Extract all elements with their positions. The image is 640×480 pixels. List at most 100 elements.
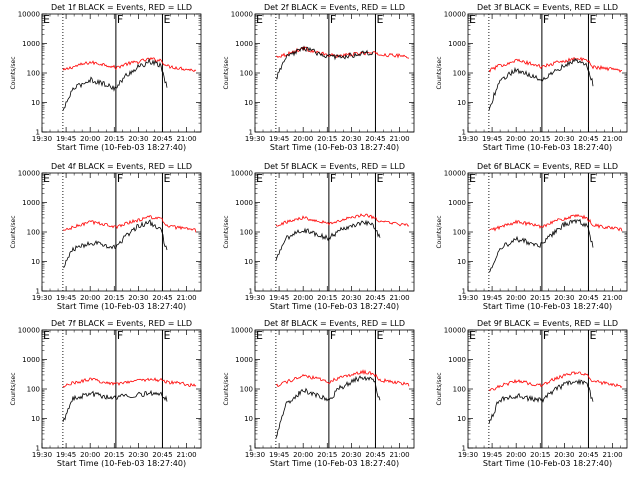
x-tick-label: 20:45 (152, 451, 172, 459)
x-axis-label: Start Time (10-Feb-03 18:27:40) (57, 459, 186, 468)
x-tick-label: 20:30 (554, 294, 574, 302)
detector-panel: Det 2f BLACK = Events, RED = LLD 1 10 100 10… (223, 3, 415, 152)
lld-series-line (275, 369, 410, 388)
y-tick-label: 1 (36, 445, 40, 453)
x-tick-label: 19:45 (56, 135, 76, 143)
segment-marker-label: E (256, 13, 263, 26)
y-tick-label: 100 (27, 70, 40, 78)
x-tick-label: 20:00 (506, 294, 526, 302)
panel-title: Det 2f BLACK = Events, RED = LLD (264, 3, 405, 12)
x-tick-label: 20:15 (317, 451, 337, 459)
x-tick-label: 20:45 (578, 451, 598, 459)
x-axis-label: Start Time (10-Feb-03 18:27:40) (483, 302, 612, 311)
x-axis-label: Start Time (10-Feb-03 18:27:40) (483, 459, 612, 468)
lld-series-line (275, 213, 410, 227)
y-tick-label: 1000 (22, 40, 40, 48)
segment-marker-label: E (469, 172, 476, 185)
panel-title: Det 5f BLACK = Events, RED = LLD (264, 162, 405, 171)
x-tick-label: 21:00 (389, 294, 409, 302)
y-axis-label: Counts/sec (223, 215, 230, 248)
plot-frame (467, 329, 628, 449)
y-tick-label: 10 (31, 258, 40, 266)
y-tick-label: 1 (249, 445, 253, 453)
x-tick-label: 20:30 (128, 451, 148, 459)
segment-marker-label: E (589, 329, 596, 342)
y-tick-label: 10 (31, 99, 40, 107)
y-tick-label: 10000 (444, 327, 466, 335)
detector-panel: Det 8f BLACK = Events, RED = LLD 1 10 100 10… (223, 319, 415, 468)
x-tick-label: 19:45 (269, 451, 289, 459)
x-tick-label: 21:00 (389, 451, 409, 459)
x-tick-label: 20:00 (80, 451, 100, 459)
y-tick-label: 1 (36, 288, 40, 296)
x-tick-label: 19:30 (458, 294, 478, 302)
y-tick-label: 10000 (444, 11, 466, 19)
x-tick-label: 20:45 (152, 294, 172, 302)
y-tick-label: 1000 (22, 199, 40, 207)
detector-panel: Det 1f BLACK = Events, RED = LLD 1 10 100 10… (10, 3, 202, 152)
x-tick-label: 20:30 (341, 135, 361, 143)
y-tick-label: 10 (244, 99, 253, 107)
segment-marker-label: F (330, 172, 336, 185)
panel-title: Det 1f BLACK = Events, RED = LLD (51, 3, 192, 12)
x-tick-label: 20:00 (293, 451, 313, 459)
events-series-line (62, 219, 168, 268)
y-tick-label: 10 (457, 415, 466, 423)
y-axis-label: Counts/sec (436, 215, 443, 248)
y-tick-label: 10000 (18, 170, 40, 178)
segment-marker-label: F (117, 329, 123, 342)
events-series-line (62, 58, 168, 111)
plot-frame (467, 172, 628, 292)
x-tick-label: 21:00 (176, 451, 196, 459)
segment-marker-label: E (376, 172, 383, 185)
panel-title: Det 9f BLACK = Events, RED = LLD (477, 319, 618, 328)
x-tick-label: 21:00 (602, 135, 622, 143)
y-tick-label: 1000 (235, 199, 253, 207)
x-tick-label: 20:15 (104, 294, 124, 302)
lld-series-line (62, 215, 197, 233)
y-tick-label: 100 (453, 386, 466, 394)
panel-title: Det 8f BLACK = Events, RED = LLD (264, 319, 405, 328)
lld-series-line (488, 213, 623, 232)
panel-title: Det 7f BLACK = Events, RED = LLD (51, 319, 192, 328)
x-tick-label: 20:15 (530, 135, 550, 143)
segment-marker-label: E (376, 13, 383, 26)
lld-series-line (62, 377, 197, 388)
y-tick-label: 1 (462, 288, 466, 296)
x-tick-label: 20:30 (554, 135, 574, 143)
x-tick-label: 19:45 (269, 294, 289, 302)
segment-marker-label: F (330, 329, 336, 342)
segment-marker-label: F (543, 329, 549, 342)
x-tick-label: 19:30 (245, 135, 265, 143)
segment-marker-label: E (163, 329, 170, 342)
x-tick-label: 20:45 (152, 135, 172, 143)
y-tick-label: 1000 (448, 356, 466, 364)
x-tick-label: 19:30 (32, 451, 52, 459)
x-tick-label: 20:00 (293, 294, 313, 302)
segment-marker-label: E (163, 172, 170, 185)
y-tick-label: 10000 (18, 11, 40, 19)
x-tick-label: 19:30 (245, 451, 265, 459)
y-tick-label: 10000 (231, 11, 253, 19)
y-tick-label: 100 (240, 229, 253, 237)
x-tick-label: 21:00 (176, 135, 196, 143)
x-axis-label: Start Time (10-Feb-03 18:27:40) (270, 143, 399, 152)
y-axis-label: Counts/sec (436, 56, 443, 89)
x-tick-label: 20:45 (578, 294, 598, 302)
x-axis-label: Start Time (10-Feb-03 18:27:40) (57, 302, 186, 311)
x-tick-label: 19:30 (32, 135, 52, 143)
y-tick-label: 10 (244, 415, 253, 423)
y-tick-label: 10000 (444, 170, 466, 178)
y-tick-label: 1000 (235, 40, 253, 48)
x-tick-label: 20:30 (128, 135, 148, 143)
segment-marker-label: E (43, 13, 50, 26)
y-tick-label: 10000 (231, 170, 253, 178)
lld-series-line (62, 57, 197, 73)
x-tick-label: 20:30 (128, 294, 148, 302)
events-series-line (488, 57, 594, 111)
x-tick-label: 19:45 (482, 294, 502, 302)
y-tick-label: 1000 (448, 199, 466, 207)
plot-frame (254, 172, 415, 292)
segment-marker-label: E (589, 172, 596, 185)
